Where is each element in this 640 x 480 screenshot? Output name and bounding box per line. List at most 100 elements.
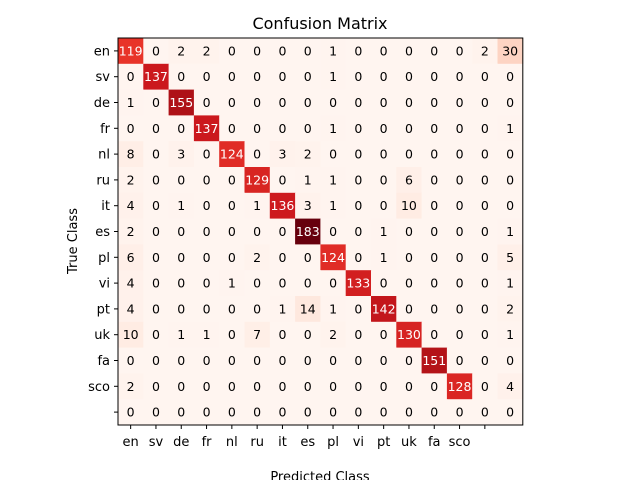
heatmap-cell <box>497 115 524 142</box>
heatmap-cell <box>193 115 220 142</box>
cell-value-label: 0 <box>304 69 312 84</box>
heatmap-cell <box>472 244 498 271</box>
cell-value-label: 0 <box>456 198 464 213</box>
cell-value-label: 0 <box>329 405 337 420</box>
heatmap-cell <box>371 89 397 116</box>
heatmap-cell <box>320 38 347 65</box>
cell-value-label: 1 <box>304 172 312 187</box>
heatmap-cell <box>193 399 220 426</box>
cell-value-label: 0 <box>278 405 286 420</box>
heatmap-cell <box>244 38 271 65</box>
cell-value-label: 0 <box>152 353 160 368</box>
heatmap-cell <box>396 38 423 65</box>
cell-value-label: 0 <box>304 327 312 342</box>
heatmap-cell <box>193 89 220 116</box>
heatmap-cell <box>219 141 245 168</box>
heatmap-cell <box>472 63 498 91</box>
heatmap-cell <box>143 373 170 400</box>
cell-value-label: 0 <box>278 327 286 342</box>
cell-value-label: 0 <box>177 379 185 394</box>
heatmap-cell <box>295 399 321 426</box>
heatmap-cell <box>295 38 321 65</box>
cell-value-label: 0 <box>481 198 489 213</box>
heatmap-cell <box>168 141 195 168</box>
cell-value-label: 0 <box>253 379 261 394</box>
heatmap-cell <box>168 270 195 297</box>
cell-value-label: 0 <box>430 250 438 265</box>
cell-value-label: 0 <box>354 43 362 58</box>
heatmap-cell <box>193 296 220 323</box>
x-tick-label: it <box>278 435 287 450</box>
heatmap-cell <box>421 192 448 220</box>
heatmap-cell <box>269 244 296 271</box>
heatmap-cell <box>371 167 397 194</box>
cell-value-label: 0 <box>177 224 185 239</box>
y-tick-label: vi <box>99 277 110 292</box>
cell-value-label: 0 <box>354 224 362 239</box>
heatmap-cell <box>143 399 170 426</box>
cell-value-label: 0 <box>152 224 160 239</box>
cell-value-label: 0 <box>228 198 236 213</box>
cell-value-label: 0 <box>380 95 388 110</box>
heatmap-cell <box>269 373 296 400</box>
cell-value-label: 0 <box>481 405 489 420</box>
heatmap-cell <box>244 399 271 426</box>
heatmap-cell <box>244 167 271 194</box>
cell-value-label: 2 <box>127 379 135 394</box>
heatmap-cell <box>193 373 220 400</box>
heatmap-cell <box>269 115 296 142</box>
cell-value-label: 10 <box>123 327 139 342</box>
heatmap-cell <box>497 347 524 374</box>
cell-value-label: 0 <box>456 405 464 420</box>
cell-value-label: 0 <box>278 224 286 239</box>
heatmap-cell <box>168 399 195 426</box>
cell-value-label: 0 <box>430 147 438 162</box>
cell-value-label: 0 <box>329 379 337 394</box>
cell-value-label: 1 <box>203 327 211 342</box>
cell-value-label: 0 <box>456 250 464 265</box>
x-tick-label: ru <box>250 435 264 450</box>
cell-value-label: 0 <box>278 353 286 368</box>
heatmap-cell <box>244 373 271 400</box>
cell-value-label: 142 <box>372 301 396 316</box>
cell-value-label: 0 <box>354 301 362 316</box>
heatmap-cell <box>143 192 170 220</box>
cell-value-label: 0 <box>329 353 337 368</box>
cell-value-label: 0 <box>329 276 337 291</box>
cell-value-label: 0 <box>506 172 514 187</box>
heatmap-cell <box>118 192 144 220</box>
cell-value-label: 0 <box>228 327 236 342</box>
heatmap-cell <box>118 321 144 349</box>
cell-value-label: 0 <box>354 69 362 84</box>
heatmap-cell <box>446 296 473 323</box>
heatmap-cell <box>295 192 321 220</box>
heatmap-cell <box>371 270 397 297</box>
heatmap-cell <box>193 244 220 271</box>
heatmap-cell <box>396 63 423 91</box>
cell-value-label: 0 <box>177 301 185 316</box>
heatmap-cell <box>118 38 144 65</box>
cell-value-label: 1 <box>506 276 514 291</box>
cell-value-label: 0 <box>304 276 312 291</box>
cell-value-label: 0 <box>177 353 185 368</box>
cell-value-label: 2 <box>203 43 211 58</box>
heatmap-cell <box>168 63 195 91</box>
cell-value-label: 1 <box>127 95 135 110</box>
cell-value-label: 0 <box>430 172 438 187</box>
heatmap-cell <box>143 218 170 245</box>
cell-value-label: 0 <box>506 147 514 162</box>
cell-value-label: 0 <box>354 172 362 187</box>
cell-value-label: 4 <box>127 301 135 316</box>
cell-value-label: 4 <box>127 198 135 213</box>
heatmap-cell <box>345 141 372 168</box>
cell-value-label: 0 <box>253 69 261 84</box>
heatmap-cell <box>143 347 170 374</box>
heatmap-cell <box>143 63 170 91</box>
cell-value-label: 0 <box>329 147 337 162</box>
cell-value-label: 1 <box>329 172 337 187</box>
heatmap-cell <box>446 373 473 400</box>
heatmap-cell <box>320 167 347 194</box>
cell-value-label: 2 <box>253 250 261 265</box>
cell-value-label: 0 <box>481 379 489 394</box>
cell-value-label: 2 <box>177 43 185 58</box>
